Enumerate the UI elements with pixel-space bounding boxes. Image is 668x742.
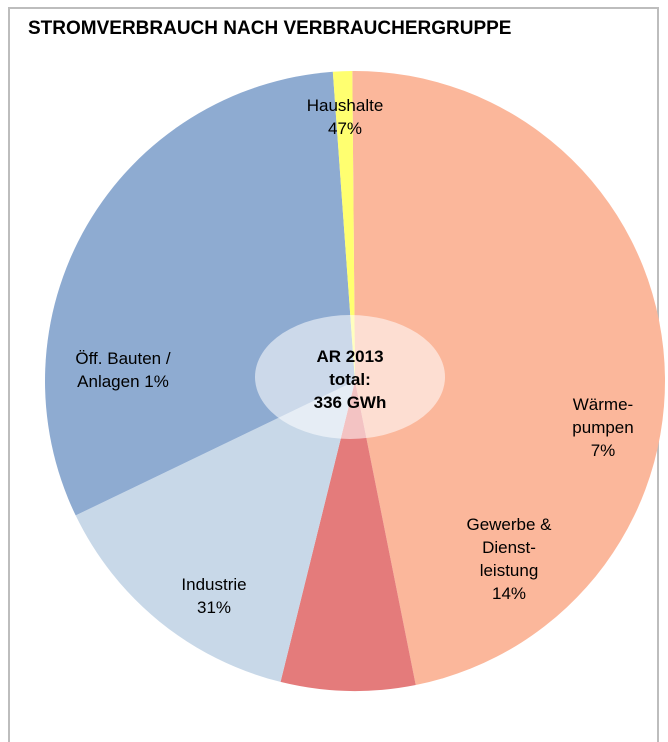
slice-label-line: Gewerbe &: [466, 515, 552, 534]
slice-label-line: 7%: [591, 441, 616, 460]
slice-label-line: Dienst-: [482, 538, 536, 557]
center-label-line: 336 GWh: [314, 393, 387, 412]
slice-label-line: Wärme-: [573, 395, 633, 414]
center-label-line: total:: [329, 370, 371, 389]
slice-label-line: Industrie: [181, 575, 246, 594]
slice-label-line: 47%: [328, 119, 362, 138]
center-label-line: AR 2013: [316, 347, 383, 366]
slice-label-line: leistung: [480, 561, 539, 580]
slice-label-line: pumpen: [572, 418, 633, 437]
slice-label-line: Haushalte: [307, 96, 384, 115]
slice-label-line: 31%: [197, 598, 231, 617]
slice-label-line: Öff. Bauten /: [75, 349, 170, 368]
slice-label-line: Anlagen 1%: [77, 372, 169, 391]
slice-label-line: 14%: [492, 584, 526, 603]
